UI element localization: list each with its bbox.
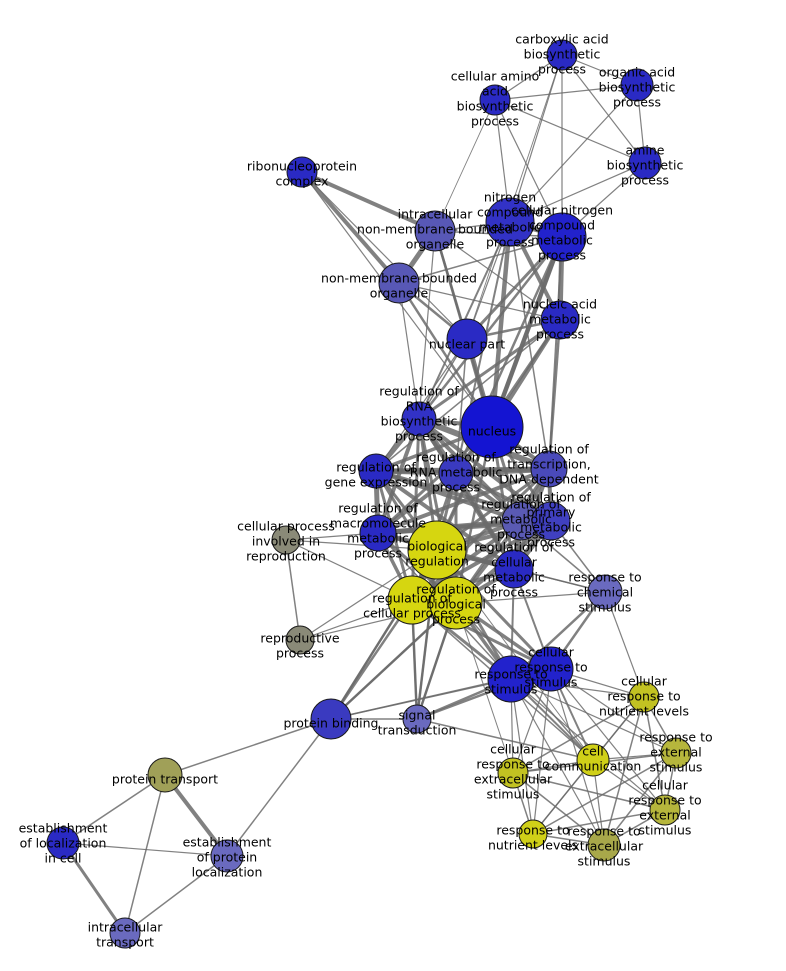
- network-edge: [418, 318, 561, 421]
- network-edge: [643, 696, 666, 811]
- network-node-nitrogen-compound-metabolic-process[interactable]: nitrogen compound metabolic process: [485, 197, 535, 247]
- network-node-regulation-of-primary-metabolic-process[interactable]: regulation of primary metabolic process: [531, 501, 571, 541]
- network-node-response-to-extracellular-stimulus[interactable]: response to extracellular stimulus: [587, 828, 621, 862]
- network-node-organic-acid-biosynthetic-process[interactable]: organic acid biosynthetic process: [620, 68, 654, 102]
- network-node-response-to-nutrient-levels[interactable]: response to nutrient levels: [518, 819, 548, 849]
- network-edge: [561, 54, 646, 164]
- network-node-regulation-of-cellular-metabolic-process[interactable]: regulation of cellular metabolic process: [494, 549, 534, 589]
- network-edge: [532, 809, 666, 835]
- network-edge: [603, 696, 645, 846]
- network-node-response-to-external-stimulus[interactable]: response to external stimulus: [660, 737, 692, 769]
- network-edge: [512, 772, 605, 846]
- network-edge: [416, 718, 594, 761]
- network-node-establishment-of-protein-localization[interactable]: establishment of protein localization: [210, 839, 244, 873]
- network-edge: [226, 718, 332, 857]
- network-edge: [604, 591, 645, 698]
- network-edge: [434, 230, 561, 321]
- network-edge: [301, 171, 468, 340]
- network-edge: [62, 842, 228, 857]
- network-edge: [398, 236, 563, 284]
- network-edge: [410, 418, 421, 601]
- network-node-regulation-of-rna-metabolic-process[interactable]: regulation of RNA metabolic process: [438, 455, 474, 491]
- network-node-cellular-nitrogen-compound-metabolic-process[interactable]: cellular nitrogen compound metabolic pro…: [537, 212, 587, 262]
- network-node-protein-transport[interactable]: protein transport: [147, 757, 183, 793]
- network-edge: [494, 99, 646, 164]
- network-edge: [124, 855, 228, 934]
- network-edge: [124, 774, 166, 934]
- label-layer: carboxylic acid biosynthetic process organi…: [19, 32, 713, 950]
- network-node-cell-communication[interactable]: cell communication: [576, 743, 610, 777]
- network-node-regulation-of-macromolecule-metabolic-process[interactable]: regulation of macromolecule metabolic pr…: [359, 514, 397, 552]
- network-edge: [532, 752, 677, 835]
- network-node-regulation-of-biological-process[interactable]: regulation of biological process: [429, 576, 483, 630]
- network-edge: [509, 162, 646, 223]
- network-edge: [512, 696, 645, 774]
- network-edge: [550, 668, 666, 811]
- network-edge: [62, 774, 166, 844]
- network-node-response-to-stimulus[interactable]: response to stimulus: [487, 655, 535, 703]
- node-layer: carboxylic acid biosynthetic process orga…: [46, 39, 692, 949]
- network-node-biological-regulation[interactable]: biological regulation: [407, 520, 467, 580]
- network-node-regulation-of-cellular-process[interactable]: regulation of cellular process: [387, 575, 437, 625]
- network-node-signal-transduction[interactable]: signal transduction: [402, 704, 432, 734]
- network-node-regulation-of-rna-biosynthetic-process[interactable]: regulation of RNA biosynthetic process: [401, 401, 437, 437]
- network-edge: [489, 221, 513, 428]
- network-edge: [301, 170, 436, 233]
- network-edge: [532, 668, 552, 835]
- network-edge: [466, 54, 563, 340]
- network-node-intracellular-transport[interactable]: intracellular transport: [109, 917, 141, 949]
- network-node-regulation-of-gene-expression[interactable]: regulation of gene expression: [358, 453, 394, 489]
- network-node-reproductive-process[interactable]: reproductive process: [285, 625, 315, 655]
- network-edge: [418, 236, 563, 420]
- network-edge: [510, 678, 605, 846]
- network-node-cellular-amino-acid-biosynthetic-process[interactable]: cellular amino acid biosynthetic process: [479, 84, 511, 116]
- network-edge: [509, 221, 550, 470]
- network-edge: [510, 678, 677, 754]
- network-node-nucleus[interactable]: nucleus: [460, 395, 524, 459]
- network-edge: [300, 170, 401, 285]
- network-node-response-to-chemical-stimulus[interactable]: response to chemical stimulus: [587, 574, 623, 610]
- network-edge: [509, 54, 563, 223]
- network-node-non-membrane-bounded-organelle[interactable]: non-membrane-bounded organelle: [378, 262, 420, 304]
- network-node-ribonucleoprotein-complex[interactable]: ribonucleoprotein complex: [286, 156, 318, 188]
- network-node-amine-biosynthetic-process[interactable]: amine biosynthetic process: [628, 146, 662, 180]
- network-node-regulation-of-transcription-dna-dependent[interactable]: regulation of transcription, DNA-depende…: [530, 450, 568, 488]
- network-edge: [455, 602, 514, 774]
- network-edge: [547, 319, 562, 470]
- network-edge: [509, 84, 638, 223]
- network-edge: [494, 99, 563, 238]
- network-edge: [434, 99, 496, 232]
- network-node-cellular-process-involved-in-reproduction[interactable]: cellular process involved in reproductio…: [271, 525, 301, 555]
- edge-layer: [61, 54, 677, 934]
- network-node-intracellular-non-membrane-bounded-organelle[interactable]: intracellular non-membrane-bounded organ…: [414, 210, 456, 252]
- network-edge: [603, 752, 677, 846]
- network-node-cellular-response-to-nutrient-levels[interactable]: cellular response to nutrient levels: [628, 681, 660, 713]
- network-edge: [512, 772, 666, 811]
- network-edge: [418, 230, 436, 420]
- network-edge: [510, 678, 534, 835]
- network-node-carboxylic-acid-biosynthetic-process[interactable]: carboxylic acid biosynthetic process: [546, 39, 578, 71]
- network-edge: [398, 282, 420, 420]
- network-edge: [494, 84, 638, 101]
- network-edge: [330, 602, 457, 720]
- network-node-protein-binding[interactable]: protein binding: [310, 698, 352, 740]
- network-edge: [374, 469, 516, 571]
- network-edge: [61, 842, 127, 934]
- network-node-cellular-response-to-extracellular-stimulus[interactable]: cellular response to extracellular stimu…: [497, 757, 529, 789]
- network-edge: [285, 539, 301, 641]
- network-node-cellular-response-to-external-stimulus[interactable]: cellular response to external stimulus: [649, 794, 681, 826]
- network-node-nuclear-part[interactable]: nuclear part: [446, 318, 488, 360]
- network-node-cellular-response-to-stimulus[interactable]: cellular response to stimulus: [528, 646, 574, 692]
- network-edge: [164, 718, 332, 776]
- network-edge: [550, 668, 677, 754]
- network-node-nucleic-acid-metabolic-process[interactable]: nucleic acid metabolic process: [540, 300, 580, 340]
- network-node-establishment-of-localization-in-cell[interactable]: establishment of localization in cell: [46, 826, 80, 860]
